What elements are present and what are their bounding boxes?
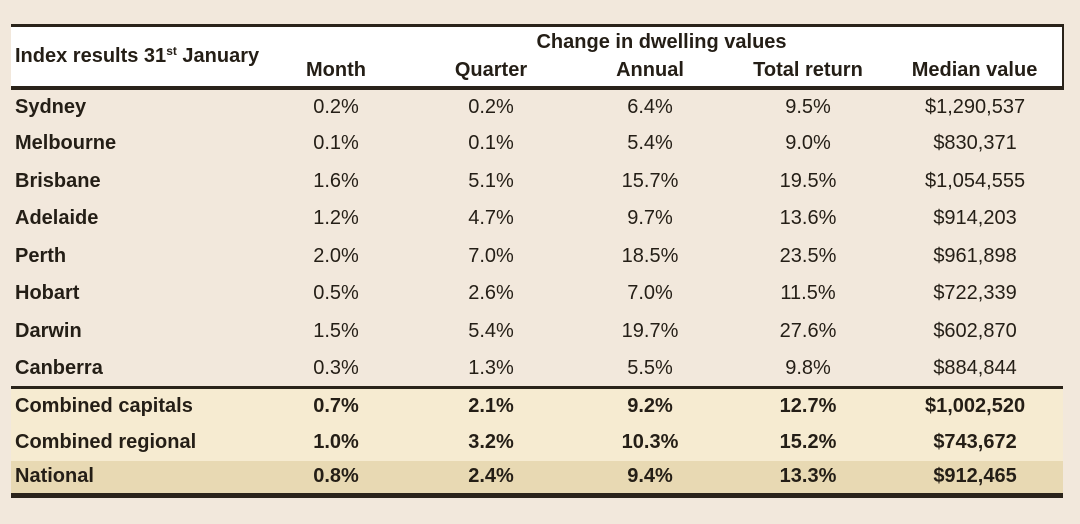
- table-header: Index results 31st January Change in dwe…: [11, 25, 1065, 90]
- cell-month: 0.7%: [261, 386, 411, 424]
- row-label: National: [11, 460, 261, 496]
- row-label: Hobart: [15, 282, 80, 305]
- row-label: Adelaide: [15, 207, 99, 230]
- cell-total-return: 9.8%: [785, 356, 831, 379]
- cell-median-value: $830,371: [933, 132, 1017, 155]
- table-title-suffix: January: [176, 45, 260, 68]
- cell-annual: 15.7%: [621, 169, 679, 192]
- table-title: Index results 31st January: [11, 25, 261, 90]
- cell-month: 1.5%: [313, 319, 359, 342]
- cell-total-return: 13.3%: [729, 460, 887, 496]
- row-sydney: Sydney 0.2% 0.2% 6.4% 9.5% $1,290,537: [11, 88, 1063, 126]
- col-header-month: Month: [261, 54, 411, 90]
- row-label: Sydney: [15, 95, 87, 118]
- cell-month: 0.2%: [313, 95, 359, 118]
- group-header-change-in-dwelling-values: Change in dwelling values: [261, 25, 1065, 55]
- cell-month: 0.8%: [261, 460, 411, 496]
- cell-quarter: 5.4%: [468, 319, 514, 342]
- cell-total-return: 11.5%: [780, 282, 836, 305]
- cell-total-return: 27.6%: [779, 319, 837, 342]
- cell-month: 1.6%: [313, 169, 359, 192]
- row-label: Darwin: [15, 319, 82, 342]
- cell-total-return: 15.2%: [729, 424, 887, 461]
- cell-annual: 9.4%: [571, 460, 729, 496]
- cell-quarter: 7.0%: [468, 244, 514, 267]
- cell-total-return: 9.5%: [785, 95, 831, 118]
- ordinal-superscript: st: [166, 44, 177, 59]
- cell-quarter: 1.3%: [468, 356, 514, 379]
- cell-median-value: $1,054,555: [924, 169, 1026, 192]
- cell-quarter: 5.1%: [468, 169, 514, 192]
- cell-annual: 18.5%: [621, 244, 679, 267]
- row-label: Combined capitals: [11, 386, 261, 424]
- cell-quarter: 2.1%: [411, 386, 571, 424]
- cell-annual: 6.4%: [627, 95, 673, 118]
- cell-quarter: 0.1%: [468, 132, 514, 155]
- cell-annual: 9.2%: [571, 386, 729, 424]
- row-hobart: Hobart 0.5% 2.6% 7.0% 11.5% $722,339: [11, 275, 1063, 313]
- cell-month: 0.3%: [313, 356, 359, 379]
- header-columns-row: Month Quarter Annual Total return Median…: [11, 54, 1065, 90]
- cell-annual: 10.3%: [571, 424, 729, 461]
- row-adelaide: Adelaide 1.2% 4.7% 9.7% 13.6% $914,203: [11, 200, 1063, 238]
- row-perth: Perth 2.0% 7.0% 18.5% 23.5% $961,898: [11, 238, 1063, 276]
- cell-month: 1.2%: [313, 207, 359, 230]
- cell-median-value: $602,870: [933, 319, 1017, 342]
- cell-quarter: 2.4%: [411, 460, 571, 496]
- row-melbourne: Melbourne 0.1% 0.1% 5.4% 9.0% $830,371: [11, 125, 1063, 163]
- cell-annual: 7.0%: [627, 282, 673, 305]
- cell-annual: 5.5%: [627, 356, 673, 379]
- cell-total-return: 13.6%: [779, 207, 837, 230]
- col-header-quarter: Quarter: [411, 54, 571, 90]
- dwelling-values-table: Index results 31st January Change in dwe…: [11, 24, 1065, 498]
- col-header-median-value: Median value: [887, 54, 1065, 90]
- header-group-row: Index results 31st January Change in dwe…: [11, 25, 1065, 90]
- cell-month: 2.0%: [313, 244, 359, 267]
- row-combined-regional: Combined regional 1.0% 3.2% 10.3% 15.2% …: [11, 424, 1064, 461]
- row-label: Melbourne: [15, 132, 117, 155]
- cell-median-value: $914,203: [933, 207, 1017, 230]
- cell-annual: 19.7%: [621, 319, 679, 342]
- cell-month: 0.5%: [313, 282, 359, 305]
- cell-median-value: $1,290,537: [924, 95, 1026, 118]
- cell-total-return: 19.5%: [779, 169, 837, 192]
- cell-quarter: 2.6%: [468, 282, 514, 305]
- cell-month: 1.0%: [261, 424, 411, 461]
- cell-quarter: 0.2%: [468, 95, 514, 118]
- cell-median-value: $961,898: [933, 244, 1017, 267]
- row-label: Perth: [15, 244, 67, 267]
- table-body: Sydney 0.2% 0.2% 6.4% 9.5% $1,290,537 Me…: [11, 88, 1064, 496]
- row-label: Combined regional: [11, 424, 261, 461]
- cell-annual: 5.4%: [627, 132, 673, 155]
- row-combined-capitals: Combined capitals 0.7% 2.1% 9.2% 12.7% $…: [11, 386, 1064, 424]
- col-header-annual: Annual: [571, 54, 729, 90]
- cell-total-return: 9.0%: [785, 132, 831, 155]
- row-national: National 0.8% 2.4% 9.4% 13.3% $912,465: [11, 460, 1064, 496]
- cell-month: 0.1%: [313, 132, 359, 155]
- cell-median-value: $743,672: [887, 424, 1064, 461]
- cell-total-return: 12.7%: [729, 386, 887, 424]
- row-brisbane: Brisbane 1.6% 5.1% 15.7% 19.5% $1,054,55…: [11, 163, 1063, 201]
- row-label: Brisbane: [15, 169, 101, 192]
- cell-median-value: $1,002,520: [887, 386, 1064, 424]
- row-label: Canberra: [15, 356, 103, 379]
- cell-median-value: $884,844: [933, 356, 1017, 379]
- row-canberra: Canberra 0.3% 1.3% 5.5% 9.8% $884,844: [11, 350, 1063, 388]
- cell-quarter: 3.2%: [411, 424, 571, 461]
- cell-median-value: $912,465: [887, 460, 1064, 496]
- row-darwin: Darwin 1.5% 5.4% 19.7% 27.6% $602,870: [11, 313, 1063, 351]
- cell-total-return: 23.5%: [779, 244, 837, 267]
- cell-median-value: $722,339: [933, 282, 1017, 305]
- table-title-text: Index results 31: [15, 45, 167, 68]
- cell-quarter: 4.7%: [468, 207, 514, 230]
- cell-annual: 9.7%: [627, 207, 673, 230]
- col-header-total-return: Total return: [729, 54, 887, 90]
